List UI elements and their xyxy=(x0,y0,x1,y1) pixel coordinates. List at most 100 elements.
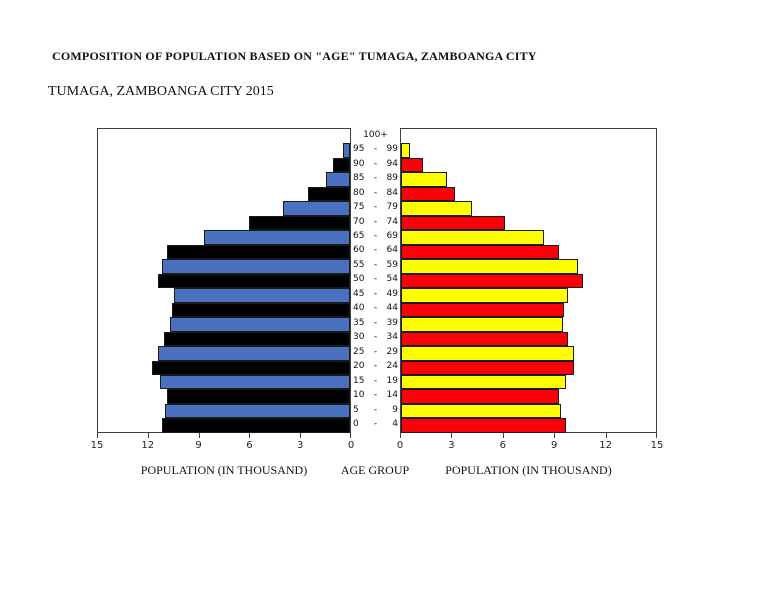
female-bar xyxy=(401,418,566,433)
age-label-text: 35 xyxy=(353,317,365,328)
age-label-text: - xyxy=(373,245,378,256)
pyramid-row-male xyxy=(98,273,350,289)
age-label-text: - xyxy=(373,303,378,314)
pyramid-row-male xyxy=(98,186,350,202)
female-bar xyxy=(401,374,566,390)
axis-tick-label: 6 xyxy=(246,440,253,451)
age-label-text: - xyxy=(373,419,378,430)
male-bar xyxy=(170,317,350,332)
age-label-text: 74 xyxy=(386,216,398,227)
pyramid-row-female xyxy=(401,201,656,216)
age-group-label: 10-14 xyxy=(351,388,400,402)
age-group-label: 0 - 4 xyxy=(351,417,400,431)
pyramid-row-male xyxy=(98,317,350,332)
male-bar xyxy=(161,259,350,274)
age-label-text: - xyxy=(373,346,378,357)
age-label-text: - xyxy=(373,216,378,227)
pyramid-row-female xyxy=(401,259,656,274)
female-bar xyxy=(401,244,560,260)
male-bar xyxy=(333,157,350,173)
female-bar xyxy=(401,230,544,245)
pyramid-row-male xyxy=(98,259,350,274)
age-label-text: - xyxy=(373,158,378,169)
age-label-text: 15 xyxy=(353,375,365,386)
pyramid-row-female xyxy=(401,244,656,260)
age-label-text: - xyxy=(373,390,378,401)
pyramid-row-female xyxy=(401,389,656,404)
axis-tick-label: 3 xyxy=(297,440,304,451)
age-label-text: 34 xyxy=(386,332,398,343)
axis-tick-mark xyxy=(249,433,251,438)
age-label-text: 100+ xyxy=(363,129,388,140)
age-group-label: 55-59 xyxy=(351,258,400,272)
pyramid-row-female xyxy=(401,186,656,202)
pyramid-row-male xyxy=(98,374,350,390)
male-bar xyxy=(282,201,350,216)
age-label-text: 10 xyxy=(353,390,365,401)
female-bar xyxy=(401,302,565,318)
female-bar xyxy=(401,172,447,187)
age-label-text: 60 xyxy=(353,245,365,256)
female-bar xyxy=(401,273,583,289)
male-bar xyxy=(151,360,350,375)
age-group-label: 100+ xyxy=(351,128,400,142)
age-label-text: 79 xyxy=(386,202,398,213)
pyramid-row-male xyxy=(98,302,350,318)
age-label-text: 20 xyxy=(353,361,365,372)
age-label-text: 0 xyxy=(353,419,359,430)
female-bar xyxy=(401,331,568,347)
axis-tick-mark xyxy=(451,433,453,438)
axis-tick-label: 3 xyxy=(448,440,455,451)
female-axis-title: POPULATION (IN THOUSAND) xyxy=(445,463,612,477)
age-group-label: 25-29 xyxy=(351,345,400,359)
age-label-text: - xyxy=(373,404,378,415)
pyramid-row-male xyxy=(98,403,350,419)
male-bar xyxy=(308,186,350,202)
age-label-text: - xyxy=(373,375,378,386)
female-bar xyxy=(401,360,575,375)
age-label-text: - xyxy=(373,332,378,343)
age-label-text: 70 xyxy=(353,216,365,227)
age-label-text: 40 xyxy=(353,303,365,314)
male-bar xyxy=(249,215,350,231)
age-group-label: 40-44 xyxy=(351,302,400,316)
pyramid-row-female xyxy=(401,346,656,361)
pyramid-row-female xyxy=(401,331,656,347)
male-bar xyxy=(166,389,350,404)
age-group-label: 85-89 xyxy=(351,171,400,185)
pyramid-row-female xyxy=(401,317,656,332)
female-bar xyxy=(401,346,575,361)
age-label-text: 89 xyxy=(386,173,398,184)
pyramid-row-female xyxy=(401,230,656,245)
age-label-text: 4 xyxy=(392,419,398,430)
age-label-text: 64 xyxy=(386,245,398,256)
age-label-text: 5 xyxy=(353,404,359,415)
female-plot-area xyxy=(400,128,657,433)
age-label-text: 9 xyxy=(392,404,398,415)
pyramid-row-male xyxy=(98,172,350,187)
axis-tick-label: 6 xyxy=(499,440,506,451)
pyramid-row-male xyxy=(98,331,350,347)
age-label-text: 14 xyxy=(386,390,398,401)
age-group-label: 45-49 xyxy=(351,287,400,301)
age-label-text: - xyxy=(373,173,378,184)
age-group-label: 90-94 xyxy=(351,157,400,171)
axis-tick-mark xyxy=(605,433,607,438)
age-label-text: 45 xyxy=(353,288,365,299)
female-bar xyxy=(401,403,561,419)
pyramid-row-female xyxy=(401,129,656,143)
age-label-text: 39 xyxy=(386,317,398,328)
female-bar xyxy=(401,288,568,303)
pyramid-row-female xyxy=(401,360,656,375)
age-label-text: - xyxy=(373,361,378,372)
age-label-text: 29 xyxy=(386,346,398,357)
age-label-text: 55 xyxy=(353,259,365,270)
male-bar xyxy=(158,273,350,289)
age-group-label: 20-24 xyxy=(351,360,400,374)
axis-tick-label: 9 xyxy=(195,440,202,451)
axis-tick-label: 15 xyxy=(90,440,104,451)
age-label-text: - xyxy=(373,231,378,242)
pyramid-row-male xyxy=(98,418,350,433)
axis-tick-label: 9 xyxy=(551,440,558,451)
pyramid-row-male xyxy=(98,288,350,303)
